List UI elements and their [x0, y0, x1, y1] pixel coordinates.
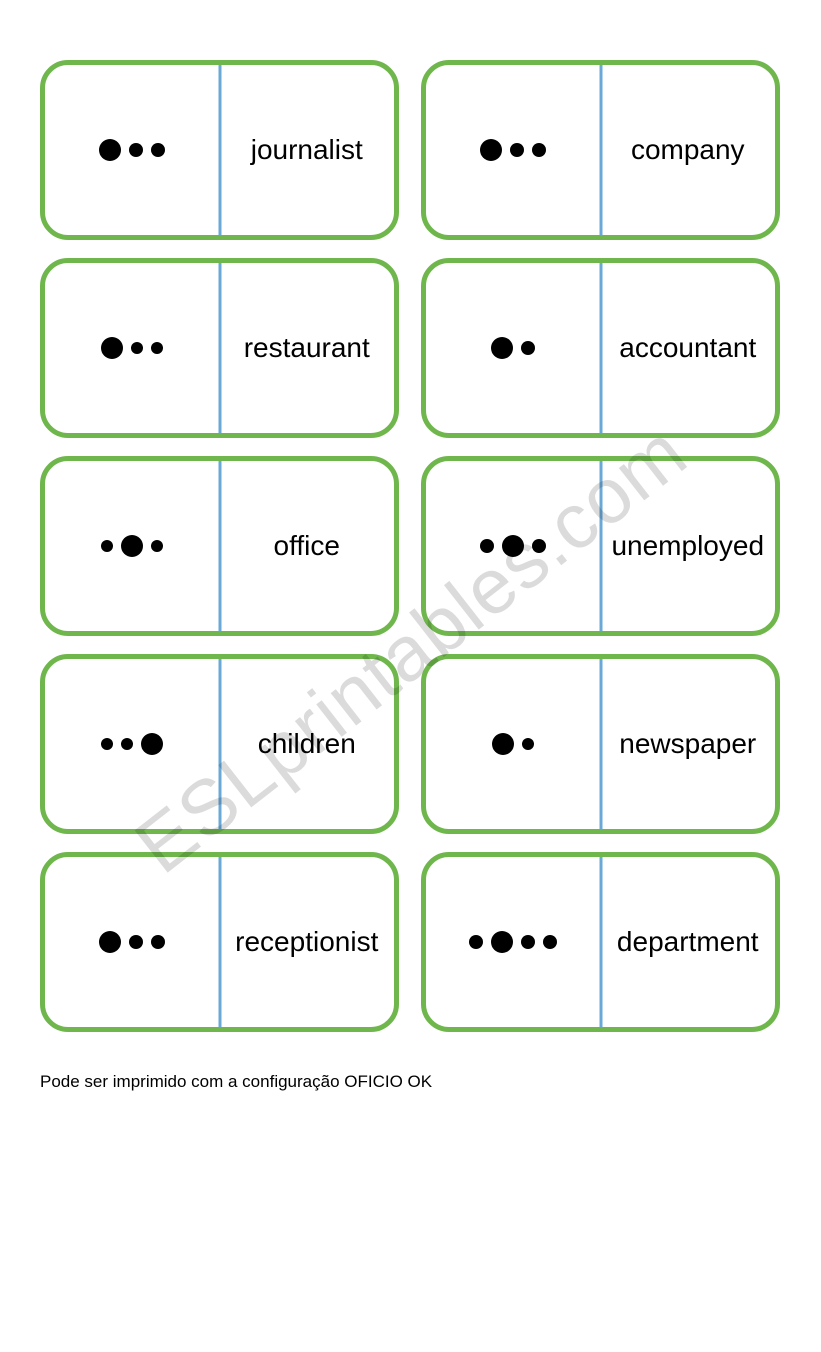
dot: [101, 738, 113, 750]
domino-left-half: [45, 461, 220, 631]
dot: [129, 143, 143, 157]
domino-right-half: unemployed: [601, 461, 776, 631]
domino-grid: journalist company restaurant accountant off…: [40, 60, 780, 1032]
domino-word: children: [254, 729, 360, 760]
dot: [99, 139, 121, 161]
dot: [502, 535, 524, 557]
dot: [532, 539, 546, 553]
dots-group: [101, 535, 163, 557]
dots-group: [469, 931, 557, 953]
dots-group: [480, 139, 546, 161]
domino-left-half: [426, 857, 601, 1027]
domino-card: office: [40, 456, 399, 636]
domino-card: receptionist: [40, 852, 399, 1032]
domino-card: children: [40, 654, 399, 834]
domino-word: journalist: [247, 135, 367, 166]
domino-card: unemployed: [421, 456, 780, 636]
domino-card: journalist: [40, 60, 399, 240]
dot: [129, 935, 143, 949]
dots-group: [101, 337, 163, 359]
domino-word: restaurant: [240, 333, 374, 364]
dots-group: [491, 337, 535, 359]
domino-card: restaurant: [40, 258, 399, 438]
domino-left-half: [45, 263, 220, 433]
dot: [101, 337, 123, 359]
dot: [151, 935, 165, 949]
domino-left-half: [426, 659, 601, 829]
dot: [491, 337, 513, 359]
dots-group: [99, 931, 165, 953]
dot: [510, 143, 524, 157]
domino-word: company: [627, 135, 749, 166]
domino-left-half: [45, 65, 220, 235]
domino-left-half: [426, 263, 601, 433]
domino-word: receptionist: [231, 927, 382, 958]
dot: [492, 733, 514, 755]
domino-right-half: children: [220, 659, 395, 829]
domino-right-half: newspaper: [601, 659, 776, 829]
domino-right-half: receptionist: [220, 857, 395, 1027]
domino-right-half: journalist: [220, 65, 395, 235]
domino-card: accountant: [421, 258, 780, 438]
domino-right-half: office: [220, 461, 395, 631]
dot: [469, 935, 483, 949]
domino-card: department: [421, 852, 780, 1032]
dot: [99, 931, 121, 953]
domino-left-half: [426, 65, 601, 235]
domino-right-half: company: [601, 65, 776, 235]
dot: [480, 139, 502, 161]
domino-left-half: [45, 659, 220, 829]
domino-card: newspaper: [421, 654, 780, 834]
domino-card: company: [421, 60, 780, 240]
dot: [141, 733, 163, 755]
footer-note: Pode ser imprimido com a configuração OF…: [40, 1072, 432, 1092]
domino-word: newspaper: [615, 729, 760, 760]
dot: [522, 738, 534, 750]
dots-group: [480, 535, 546, 557]
dot: [532, 143, 546, 157]
domino-right-half: restaurant: [220, 263, 395, 433]
dot: [121, 535, 143, 557]
dot: [121, 738, 133, 750]
dot: [131, 342, 143, 354]
dots-group: [492, 733, 534, 755]
domino-word: accountant: [615, 333, 760, 364]
dot: [151, 540, 163, 552]
dot: [521, 341, 535, 355]
domino-word: office: [270, 531, 344, 562]
domino-left-half: [45, 857, 220, 1027]
dot: [101, 540, 113, 552]
domino-word: unemployed: [607, 531, 768, 562]
dot: [480, 539, 494, 553]
dot: [151, 143, 165, 157]
domino-right-half: department: [601, 857, 776, 1027]
dots-group: [101, 733, 163, 755]
dot: [491, 931, 513, 953]
domino-right-half: accountant: [601, 263, 776, 433]
dot: [543, 935, 557, 949]
dot: [151, 342, 163, 354]
dots-group: [99, 139, 165, 161]
dot: [521, 935, 535, 949]
domino-left-half: [426, 461, 601, 631]
domino-word: department: [613, 927, 763, 958]
